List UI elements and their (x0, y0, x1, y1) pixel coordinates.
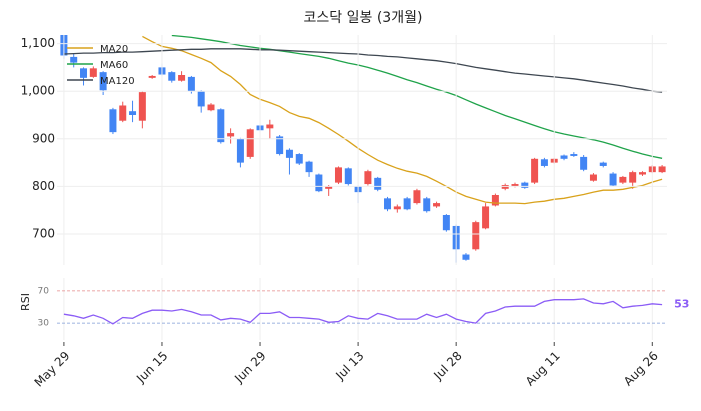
candle-body (531, 158, 539, 183)
candle-body (423, 198, 431, 212)
candle-body (129, 111, 137, 115)
y-tick-label: 700 (32, 227, 55, 241)
candle-body (89, 68, 97, 77)
candle-body (236, 138, 244, 163)
y-tick-label: 30 (38, 319, 50, 329)
rsi-label: RSI (19, 293, 32, 311)
x-tick-label: Jun 29 (231, 349, 268, 386)
candle-body (276, 136, 284, 155)
candle-body (99, 72, 107, 91)
legend-label: MA20 (100, 44, 128, 55)
candle-body (285, 149, 293, 158)
candle-body (217, 109, 225, 143)
plot-area (60, 35, 666, 263)
candle-body (638, 172, 646, 175)
candle-body (609, 173, 617, 186)
candle-body (384, 198, 392, 210)
candle-body (580, 156, 588, 170)
candle-body (374, 177, 382, 190)
candle-body (70, 56, 78, 63)
candle-body (178, 75, 186, 81)
candle-body (658, 166, 666, 173)
candle-body (305, 161, 313, 173)
candle-body (138, 92, 146, 121)
candle-body (403, 198, 411, 210)
candle-body (197, 91, 205, 107)
candle-body (540, 159, 548, 166)
legend-label: MA120 (100, 76, 135, 87)
rsi-last-label: 53 (674, 298, 689, 311)
candle-body (246, 129, 254, 157)
chart-title: 코스닥 일봉 (3개월) (304, 10, 423, 26)
candle-body (266, 124, 274, 129)
candle-body (207, 104, 215, 111)
candle-body (393, 206, 401, 210)
candle-body (413, 190, 421, 204)
legend-label: MA60 (100, 60, 128, 71)
candle-body (482, 206, 490, 229)
x-tick-label: May 29 (32, 349, 73, 390)
candle-body (109, 109, 117, 133)
candle-body (315, 174, 323, 192)
candle-body (521, 182, 529, 188)
candle-body (472, 222, 480, 250)
y-tick-label: 70 (38, 286, 50, 296)
candle-body (629, 172, 637, 183)
candle-body (364, 171, 372, 185)
y-tick-label: 900 (32, 131, 55, 145)
candle-body (491, 195, 499, 206)
x-tick-label: Aug 26 (621, 349, 661, 389)
ma-line (171, 35, 663, 159)
candle-body (334, 167, 342, 183)
candle-body (227, 133, 235, 137)
candle-body (511, 184, 519, 187)
candle-body (619, 176, 627, 183)
candle-body (344, 168, 352, 185)
x-tick-label: Aug 11 (523, 349, 563, 389)
ma-line (63, 48, 663, 93)
candle-body (325, 186, 333, 189)
candle-body (148, 75, 156, 78)
y-tick-label: 1,100 (21, 36, 55, 50)
x-tick-label: Jul 28 (430, 349, 464, 383)
candle-body (599, 162, 607, 166)
candle-body (462, 254, 470, 260)
y-tick-label: 1,000 (21, 84, 55, 98)
candle-body (570, 154, 578, 156)
y-tick-label: 800 (32, 179, 55, 193)
candle-body (589, 174, 597, 181)
candle-body (187, 76, 195, 92)
candle-body (433, 203, 441, 207)
candle-body (80, 68, 88, 78)
candle-body (119, 105, 127, 121)
rsi-line (63, 298, 663, 325)
candle-body (295, 154, 303, 164)
ma-line (142, 35, 663, 205)
candle-body (168, 72, 176, 81)
x-tick-label: Jun 15 (133, 349, 170, 386)
x-tick-label: Jul 13 (332, 349, 366, 383)
candle-body (560, 155, 568, 159)
candle-body (442, 215, 450, 231)
